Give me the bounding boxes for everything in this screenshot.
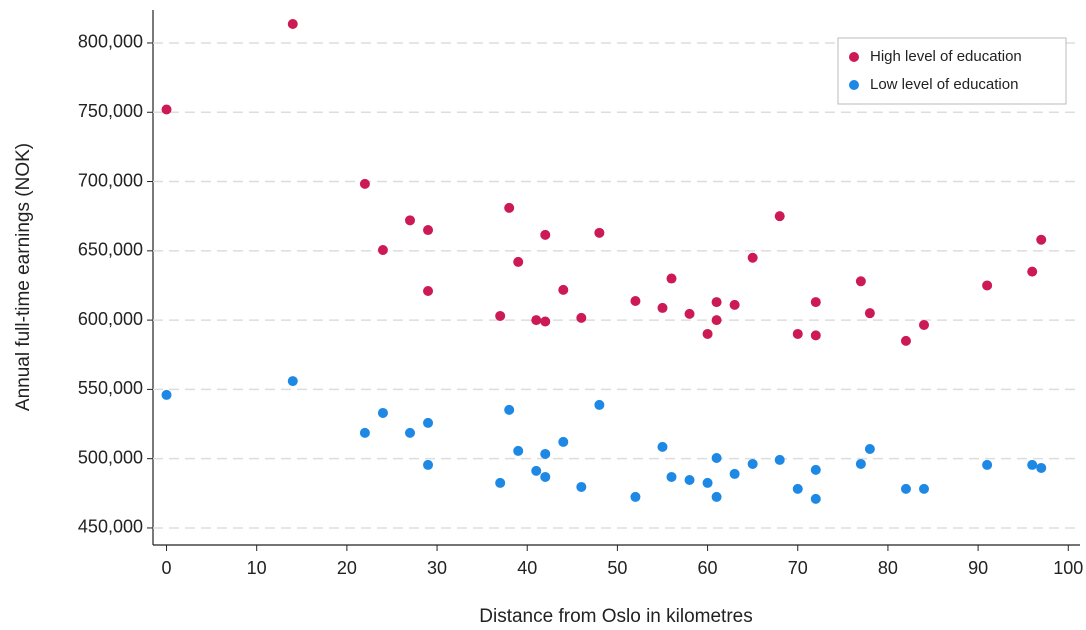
point bbox=[774, 211, 785, 222]
point bbox=[594, 227, 605, 238]
point bbox=[711, 315, 722, 326]
y-tick-label: 650,000 bbox=[78, 240, 143, 260]
point bbox=[558, 436, 569, 447]
point bbox=[531, 465, 542, 476]
x-tick-label: 40 bbox=[517, 558, 537, 578]
point bbox=[423, 459, 434, 470]
point bbox=[287, 18, 298, 29]
y-tick-label: 450,000 bbox=[78, 517, 143, 537]
point bbox=[359, 178, 370, 189]
x-tick-label: 60 bbox=[698, 558, 718, 578]
point bbox=[540, 448, 551, 459]
point bbox=[810, 330, 821, 341]
point bbox=[540, 229, 551, 240]
point bbox=[810, 297, 821, 308]
y-tick-label: 700,000 bbox=[78, 170, 143, 190]
point bbox=[287, 376, 298, 387]
point bbox=[161, 389, 172, 400]
legend-box bbox=[837, 37, 1067, 105]
y-tick-label: 800,000 bbox=[78, 32, 143, 52]
point bbox=[630, 295, 641, 306]
point bbox=[729, 468, 740, 479]
point bbox=[702, 477, 713, 488]
x-tick-label: 10 bbox=[247, 558, 267, 578]
point bbox=[747, 458, 758, 469]
point bbox=[423, 286, 434, 297]
point bbox=[513, 445, 524, 456]
point bbox=[504, 404, 515, 415]
point bbox=[864, 443, 875, 454]
point bbox=[855, 458, 866, 469]
point bbox=[657, 441, 668, 452]
point bbox=[711, 297, 722, 308]
point bbox=[377, 244, 388, 255]
point bbox=[684, 475, 695, 486]
point bbox=[900, 483, 911, 494]
x-tick-label: 70 bbox=[788, 558, 808, 578]
x-tick-label: 80 bbox=[878, 558, 898, 578]
point bbox=[504, 202, 515, 213]
point bbox=[594, 399, 605, 410]
y-axis-title: Annual full-time earnings (NOK) bbox=[13, 143, 34, 411]
y-tick-label: 550,000 bbox=[78, 378, 143, 398]
point bbox=[918, 319, 929, 330]
point bbox=[513, 256, 524, 267]
point bbox=[423, 225, 434, 236]
legend-marker bbox=[849, 80, 859, 90]
point bbox=[558, 284, 569, 295]
y-tick-label: 600,000 bbox=[78, 309, 143, 329]
point bbox=[774, 454, 785, 465]
x-tick-label: 50 bbox=[607, 558, 627, 578]
point bbox=[576, 312, 587, 323]
point bbox=[702, 328, 713, 339]
point bbox=[864, 308, 875, 319]
point bbox=[404, 215, 415, 226]
point bbox=[747, 252, 758, 263]
x-tick-label: 20 bbox=[337, 558, 357, 578]
point bbox=[161, 104, 172, 115]
point bbox=[1027, 266, 1038, 277]
point bbox=[792, 483, 803, 494]
point bbox=[495, 477, 506, 488]
point bbox=[377, 407, 388, 418]
legend-label: Low level of education bbox=[870, 76, 1018, 93]
x-tick-label: 0 bbox=[162, 558, 172, 578]
point bbox=[359, 427, 370, 438]
point bbox=[630, 491, 641, 502]
point bbox=[810, 464, 821, 475]
point bbox=[495, 310, 506, 321]
x-tick-label: 30 bbox=[427, 558, 447, 578]
point bbox=[918, 483, 929, 494]
point bbox=[982, 459, 993, 470]
point bbox=[684, 308, 695, 319]
point bbox=[711, 452, 722, 463]
point bbox=[576, 481, 587, 492]
point bbox=[900, 335, 911, 346]
point bbox=[666, 471, 677, 482]
y-tick-label: 750,000 bbox=[78, 101, 143, 121]
point bbox=[855, 276, 866, 287]
point bbox=[810, 493, 821, 504]
point bbox=[666, 273, 677, 284]
point bbox=[1027, 459, 1038, 470]
legend-label: High level of education bbox=[870, 48, 1022, 65]
point bbox=[792, 328, 803, 339]
point bbox=[729, 299, 740, 310]
point bbox=[540, 316, 551, 327]
point bbox=[1036, 234, 1047, 245]
point bbox=[404, 427, 415, 438]
x-tick-label: 90 bbox=[968, 558, 988, 578]
point bbox=[982, 280, 993, 291]
point bbox=[423, 417, 434, 428]
point bbox=[1036, 462, 1047, 473]
legend-marker bbox=[849, 52, 859, 62]
point bbox=[711, 491, 722, 502]
point bbox=[531, 315, 542, 326]
point bbox=[657, 302, 668, 313]
x-tick-label: 100 bbox=[1053, 558, 1083, 578]
y-tick-label: 500,000 bbox=[78, 447, 143, 467]
x-axis-title: Distance from Oslo in kilometres bbox=[479, 606, 752, 627]
point bbox=[540, 471, 551, 482]
